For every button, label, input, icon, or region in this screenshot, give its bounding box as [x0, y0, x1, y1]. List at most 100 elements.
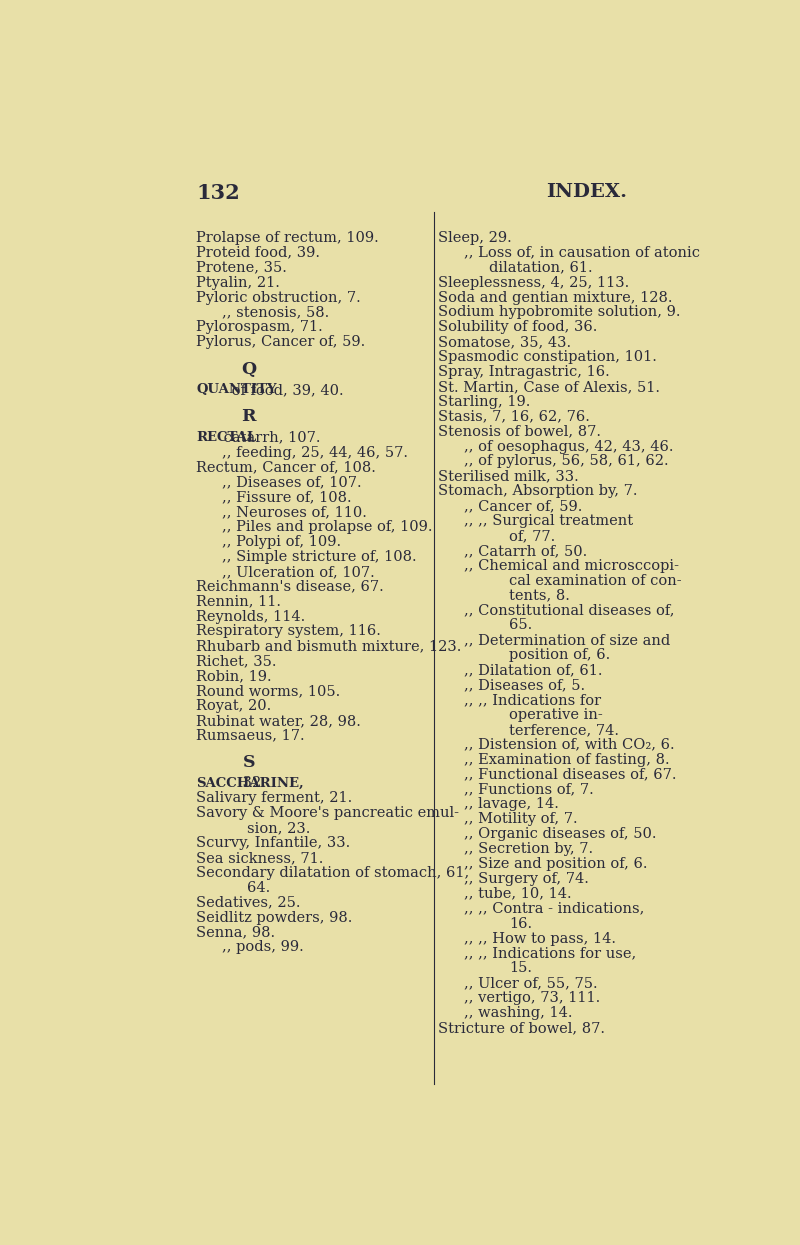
Text: SACCHARINE,: SACCHARINE,: [196, 777, 304, 789]
Text: Stomach, Absorption by, 7.: Stomach, Absorption by, 7.: [438, 484, 638, 498]
Text: of food, 39, 40.: of food, 39, 40.: [227, 383, 343, 397]
Text: ,, ,, Contra - indications,: ,, ,, Contra - indications,: [464, 901, 644, 916]
Text: ,, Cancer of, 59.: ,, Cancer of, 59.: [464, 499, 582, 513]
Text: Richet, 35.: Richet, 35.: [196, 654, 277, 669]
Text: ,, Secretion by, 7.: ,, Secretion by, 7.: [464, 842, 593, 857]
Text: ,, Ulceration of, 107.: ,, Ulceration of, 107.: [222, 565, 375, 579]
Text: ,, Chemical and microsccopi-: ,, Chemical and microsccopi-: [464, 559, 679, 573]
Text: ,, ,, How to pass, 14.: ,, ,, How to pass, 14.: [464, 931, 616, 945]
Text: 132: 132: [196, 183, 240, 203]
Text: Salivary ferment, 21.: Salivary ferment, 21.: [196, 792, 352, 806]
Text: Sodium hypobromite solution, 9.: Sodium hypobromite solution, 9.: [438, 305, 681, 320]
Text: ,, Constitutional diseases of,: ,, Constitutional diseases of,: [464, 604, 674, 618]
Text: ,, Distension of, with CO₂, 6.: ,, Distension of, with CO₂, 6.: [464, 738, 674, 752]
Text: ,, Size and position of, 6.: ,, Size and position of, 6.: [464, 857, 647, 872]
Text: Pylorus, Cancer of, 59.: Pylorus, Cancer of, 59.: [196, 335, 366, 350]
Text: cal examination of con-: cal examination of con-: [510, 574, 682, 588]
Text: Seidlitz powders, 98.: Seidlitz powders, 98.: [196, 910, 353, 925]
Text: Sleeplessness, 4, 25, 113.: Sleeplessness, 4, 25, 113.: [438, 275, 629, 290]
Text: Sea sickness, 71.: Sea sickness, 71.: [196, 852, 323, 865]
Text: Soda and gentian mixture, 128.: Soda and gentian mixture, 128.: [438, 290, 673, 305]
Text: Robin, 19.: Robin, 19.: [196, 669, 272, 684]
Text: ,, Neuroses of, 110.: ,, Neuroses of, 110.: [222, 505, 367, 519]
Text: Sleep, 29.: Sleep, 29.: [438, 230, 512, 245]
Text: ,, pods, 99.: ,, pods, 99.: [222, 940, 304, 955]
Text: Q: Q: [242, 361, 256, 377]
Text: Rumsaeus, 17.: Rumsaeus, 17.: [196, 728, 305, 743]
Text: ,, lavage, 14.: ,, lavage, 14.: [464, 797, 559, 812]
Text: INDEX.: INDEX.: [546, 183, 627, 200]
Text: Solubility of food, 36.: Solubility of food, 36.: [438, 320, 598, 335]
Text: ,, Examination of fasting, 8.: ,, Examination of fasting, 8.: [464, 753, 670, 767]
Text: St. Martin, Case of Alexis, 51.: St. Martin, Case of Alexis, 51.: [438, 380, 660, 393]
Text: ,, Simple stricture of, 108.: ,, Simple stricture of, 108.: [222, 550, 417, 564]
Text: ,, Polypi of, 109.: ,, Polypi of, 109.: [222, 535, 342, 549]
Text: Protene, 35.: Protene, 35.: [196, 260, 287, 275]
Text: Reichmann's disease, 67.: Reichmann's disease, 67.: [196, 580, 384, 594]
Text: sion, 23.: sion, 23.: [247, 822, 310, 835]
Text: ,, ,, Indications for: ,, ,, Indications for: [464, 693, 601, 707]
Text: Respiratory system, 116.: Respiratory system, 116.: [196, 625, 381, 639]
Text: Somatose, 35, 43.: Somatose, 35, 43.: [438, 335, 571, 350]
Text: Rubinat water, 28, 98.: Rubinat water, 28, 98.: [196, 713, 361, 728]
Text: S: S: [242, 754, 255, 771]
Text: Reynolds, 114.: Reynolds, 114.: [196, 610, 306, 624]
Text: Prolapse of rectum, 109.: Prolapse of rectum, 109.: [196, 230, 379, 245]
Text: Rectum, Cancer of, 108.: Rectum, Cancer of, 108.: [196, 461, 376, 474]
Text: Starling, 19.: Starling, 19.: [438, 395, 530, 408]
Text: Proteid food, 39.: Proteid food, 39.: [196, 245, 320, 260]
Text: Round worms, 105.: Round worms, 105.: [196, 684, 340, 698]
Text: Rennin, 11.: Rennin, 11.: [196, 595, 281, 609]
Text: ,, Determination of size and: ,, Determination of size and: [464, 634, 670, 647]
Text: Savory & Moore's pancreatic emul-: Savory & Moore's pancreatic emul-: [196, 807, 459, 820]
Text: Senna, 98.: Senna, 98.: [196, 925, 275, 940]
Text: Secondary dilatation of stomach, 61,: Secondary dilatation of stomach, 61,: [196, 867, 470, 880]
Text: 16.: 16.: [510, 916, 532, 930]
Text: ,, Functional diseases of, 67.: ,, Functional diseases of, 67.: [464, 767, 677, 782]
Text: Pyloric obstruction, 7.: Pyloric obstruction, 7.: [196, 290, 361, 305]
Text: ,, ,, Indications for use,: ,, ,, Indications for use,: [464, 946, 636, 960]
Text: R: R: [242, 408, 256, 426]
Text: ,, Diseases of, 5.: ,, Diseases of, 5.: [464, 679, 585, 692]
Text: ,, Functions of, 7.: ,, Functions of, 7.: [464, 782, 594, 797]
Text: ,, Motility of, 7.: ,, Motility of, 7.: [464, 812, 578, 827]
Text: Stenosis of bowel, 87.: Stenosis of bowel, 87.: [438, 425, 601, 438]
Text: 32.: 32.: [238, 777, 266, 791]
Text: Royat, 20.: Royat, 20.: [196, 698, 271, 713]
Text: Rhubarb and bismuth mixture, 123.: Rhubarb and bismuth mixture, 123.: [196, 640, 462, 654]
Text: Stricture of bowel, 87.: Stricture of bowel, 87.: [438, 1021, 605, 1035]
Text: ,, tube, 10, 14.: ,, tube, 10, 14.: [464, 886, 571, 901]
Text: ,, Ulcer of, 55, 75.: ,, Ulcer of, 55, 75.: [464, 976, 598, 990]
Text: QUANTITY: QUANTITY: [196, 383, 277, 396]
Text: operative in-: operative in-: [510, 708, 603, 722]
Text: Sedatives, 25.: Sedatives, 25.: [196, 895, 301, 910]
Text: terference, 74.: terference, 74.: [510, 723, 619, 737]
Text: ,, of oesophagus, 42, 43, 46.: ,, of oesophagus, 42, 43, 46.: [464, 439, 674, 453]
Text: Pylorospasm, 71.: Pylorospasm, 71.: [196, 320, 323, 335]
Text: 64.: 64.: [247, 880, 270, 895]
Text: ,, feeding, 25, 44, 46, 57.: ,, feeding, 25, 44, 46, 57.: [222, 446, 408, 459]
Text: ,, Diseases of, 107.: ,, Diseases of, 107.: [222, 476, 362, 489]
Text: ,, stenosis, 58.: ,, stenosis, 58.: [222, 305, 330, 320]
Text: ,, Piles and prolapse of, 109.: ,, Piles and prolapse of, 109.: [222, 520, 433, 534]
Text: 15.: 15.: [510, 961, 532, 975]
Text: position of, 6.: position of, 6.: [510, 649, 610, 662]
Text: ,, Fissure of, 108.: ,, Fissure of, 108.: [222, 491, 352, 504]
Text: ,, of pylorus, 56, 58, 61, 62.: ,, of pylorus, 56, 58, 61, 62.: [464, 454, 669, 468]
Text: Stasis, 7, 16, 62, 76.: Stasis, 7, 16, 62, 76.: [438, 410, 590, 423]
Text: ,, Dilatation of, 61.: ,, Dilatation of, 61.: [464, 664, 602, 677]
Text: Spasmodic constipation, 101.: Spasmodic constipation, 101.: [438, 350, 657, 364]
Text: ,, washing, 14.: ,, washing, 14.: [464, 1006, 573, 1020]
Text: Spray, Intragastric, 16.: Spray, Intragastric, 16.: [438, 365, 610, 378]
Text: ,, Loss of, in causation of atonic: ,, Loss of, in causation of atonic: [464, 245, 700, 260]
Text: of, 77.: of, 77.: [510, 529, 555, 543]
Text: RECTAL: RECTAL: [196, 431, 256, 443]
Text: tents, 8.: tents, 8.: [510, 589, 570, 603]
Text: ,, Catarrh of, 50.: ,, Catarrh of, 50.: [464, 544, 587, 558]
Text: Scurvy, Infantile, 33.: Scurvy, Infantile, 33.: [196, 837, 350, 850]
Text: dilatation, 61.: dilatation, 61.: [489, 260, 592, 275]
Text: ,, ,, Surgical treatment: ,, ,, Surgical treatment: [464, 514, 633, 528]
Text: ,, Surgery of, 74.: ,, Surgery of, 74.: [464, 872, 589, 886]
Text: Ptyalin, 21.: Ptyalin, 21.: [196, 275, 280, 290]
Text: 65.: 65.: [510, 619, 533, 632]
